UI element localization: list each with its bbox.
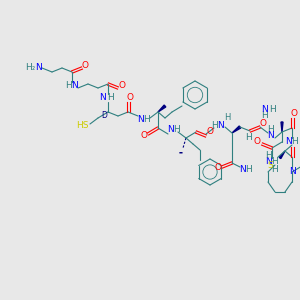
Text: H: H: [212, 121, 218, 130]
Text: H: H: [174, 125, 180, 134]
Text: O: O: [82, 61, 88, 70]
Text: S: S: [267, 160, 273, 169]
Text: N: N: [262, 104, 268, 113]
Text: H: H: [268, 104, 275, 113]
Text: ▬: ▬: [179, 151, 183, 155]
Text: O: O: [260, 119, 266, 128]
Text: H: H: [292, 137, 298, 146]
Polygon shape: [232, 126, 241, 133]
Text: H: H: [25, 64, 32, 73]
Text: O: O: [214, 164, 221, 172]
Text: H: H: [64, 82, 71, 91]
Text: H: H: [144, 116, 150, 124]
Text: N: N: [167, 125, 173, 134]
Text: H: H: [262, 110, 268, 119]
Text: N: N: [267, 131, 273, 140]
Text: H: H: [244, 133, 251, 142]
Text: H: H: [106, 94, 113, 103]
Text: N: N: [70, 82, 77, 91]
Text: O: O: [206, 128, 214, 136]
Text: O: O: [118, 82, 125, 91]
Polygon shape: [281, 122, 283, 132]
Text: N: N: [136, 116, 143, 124]
Text: H: H: [246, 166, 252, 175]
Text: O: O: [140, 131, 148, 140]
Polygon shape: [279, 151, 285, 159]
Text: N: N: [34, 64, 41, 73]
Text: N: N: [100, 94, 106, 103]
Text: H: H: [265, 152, 272, 160]
Text: O: O: [290, 110, 298, 118]
Text: N: N: [218, 121, 224, 130]
Text: H: H: [267, 125, 273, 134]
Text: H: H: [224, 112, 230, 122]
Text: O: O: [254, 137, 260, 146]
Text: N: N: [285, 137, 291, 146]
Text: D: D: [101, 112, 107, 121]
Polygon shape: [158, 105, 166, 112]
Text: ₂: ₂: [32, 64, 34, 73]
Text: H: H: [272, 166, 278, 175]
Text: O: O: [127, 94, 134, 103]
Text: HS: HS: [76, 122, 88, 130]
Text: N: N: [265, 158, 272, 166]
Text: H: H: [271, 158, 278, 166]
Text: N: N: [238, 166, 245, 175]
Text: N: N: [290, 167, 296, 176]
